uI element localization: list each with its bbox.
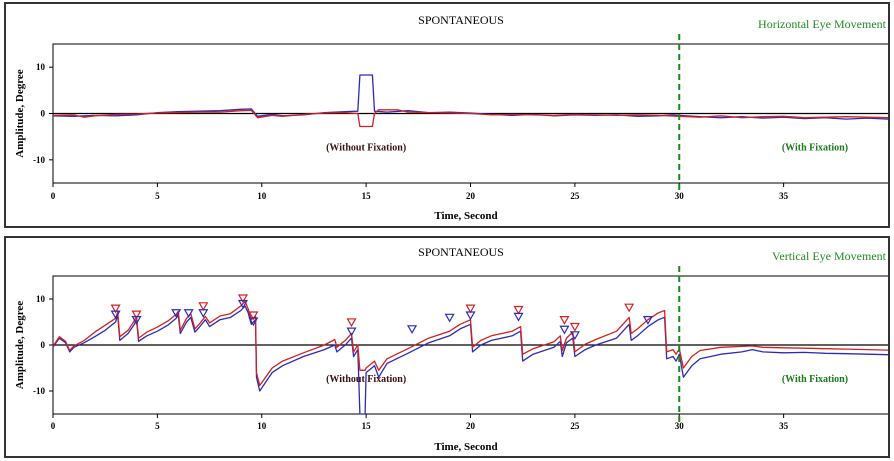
saccade-marker — [198, 302, 209, 312]
x-tick-label: 20 — [466, 191, 476, 201]
x-axis-label: Time, Second — [434, 441, 497, 453]
x-tick-label: 10 — [257, 421, 267, 431]
x-tick-label: 25 — [570, 191, 580, 201]
x-axis-label: Time, Second — [434, 210, 497, 222]
saccade-marker — [624, 303, 635, 313]
saccade-marker — [513, 312, 524, 322]
y-tick-label: -10 — [33, 155, 45, 165]
y-tick-label: 0 — [41, 340, 46, 350]
saccade-marker — [569, 322, 580, 332]
x-tick-label: 5 — [155, 191, 160, 201]
saccade-marker — [444, 313, 455, 323]
y-tick-label: 10 — [36, 62, 46, 72]
saccade-marker — [131, 310, 142, 320]
annotation-label: (Without Fixation) — [326, 374, 406, 385]
saccade-marker — [559, 325, 570, 335]
x-tick-label: 30 — [675, 191, 685, 201]
saccade-marker — [513, 305, 524, 315]
saccade-marker — [346, 327, 357, 337]
annotation-label: (Without Fixation) — [326, 143, 406, 154]
saccade-marker — [559, 316, 570, 325]
y-axis-label: Amplitude, Degree — [14, 301, 26, 390]
chart-title: SPONTANEOUS — [418, 245, 504, 259]
annotation-label: (With Fixation) — [782, 143, 848, 154]
x-tick-label: 35 — [779, 191, 789, 201]
saccade-marker — [183, 309, 194, 318]
x-tick-label: 35 — [779, 421, 789, 431]
x-tick-label: 5 — [155, 421, 160, 431]
chart-svg: 10 0 -10 0 5 10 15 20 25 30 35 SPONTANEOUS Horizonta… — [14, 13, 888, 222]
saccade-marker — [237, 299, 248, 309]
chart-title: SPONTANEOUS — [418, 13, 504, 27]
x-tick-label: 10 — [257, 191, 267, 201]
series-line-2 — [52, 109, 888, 128]
saccade-marker — [465, 311, 476, 321]
horizontal-eye-movement-panel: 10 0 -10 0 5 10 15 20 25 30 35 SPONTANEOUS Horizonta… — [4, 2, 890, 228]
saccade-marker — [110, 304, 121, 314]
x-tick-label: 20 — [466, 421, 476, 431]
saccade-marker — [248, 317, 259, 327]
y-tick-label: 0 — [41, 109, 46, 119]
saccade-marker — [346, 318, 357, 328]
x-tick-label: 25 — [570, 421, 580, 431]
series-line-1 — [52, 305, 888, 415]
saccade-marker — [110, 310, 121, 320]
x-tick-label: 15 — [362, 421, 372, 431]
saccade-marker — [131, 316, 142, 325]
y-tick-label: 10 — [36, 294, 46, 304]
x-tick-label: 0 — [51, 421, 56, 431]
x-tick-label: 15 — [362, 191, 372, 201]
x-tick-label: 0 — [51, 191, 56, 201]
y-axis-label: Amplitude, Degree — [14, 69, 26, 158]
saccade-marker — [465, 304, 476, 314]
saccade-marker — [407, 325, 418, 335]
saccade-marker — [237, 294, 248, 304]
y-tick-label: -10 — [33, 386, 45, 396]
x-tick-label: 30 — [675, 421, 685, 431]
saccade-marker — [248, 311, 259, 321]
vertical-eye-movement-panel: 10 0 -10 0 5 10 15 20 25 30 35 SPONTANEOUS Vertical … — [4, 236, 890, 458]
saccade-marker — [171, 309, 182, 318]
saccade-marker — [642, 316, 653, 325]
annotation-label: (With Fixation) — [782, 374, 848, 385]
chart-subtitle: Horizontal Eye Movement — [758, 17, 887, 31]
series-line-2 — [52, 300, 888, 387]
chart-subtitle: Vertical Eye Movement — [772, 249, 887, 263]
saccade-marker — [198, 309, 209, 318]
saccade-marker — [569, 331, 580, 341]
chart-svg: 10 0 -10 0 5 10 15 20 25 30 35 SPONTANEOUS Vertical … — [14, 245, 888, 453]
